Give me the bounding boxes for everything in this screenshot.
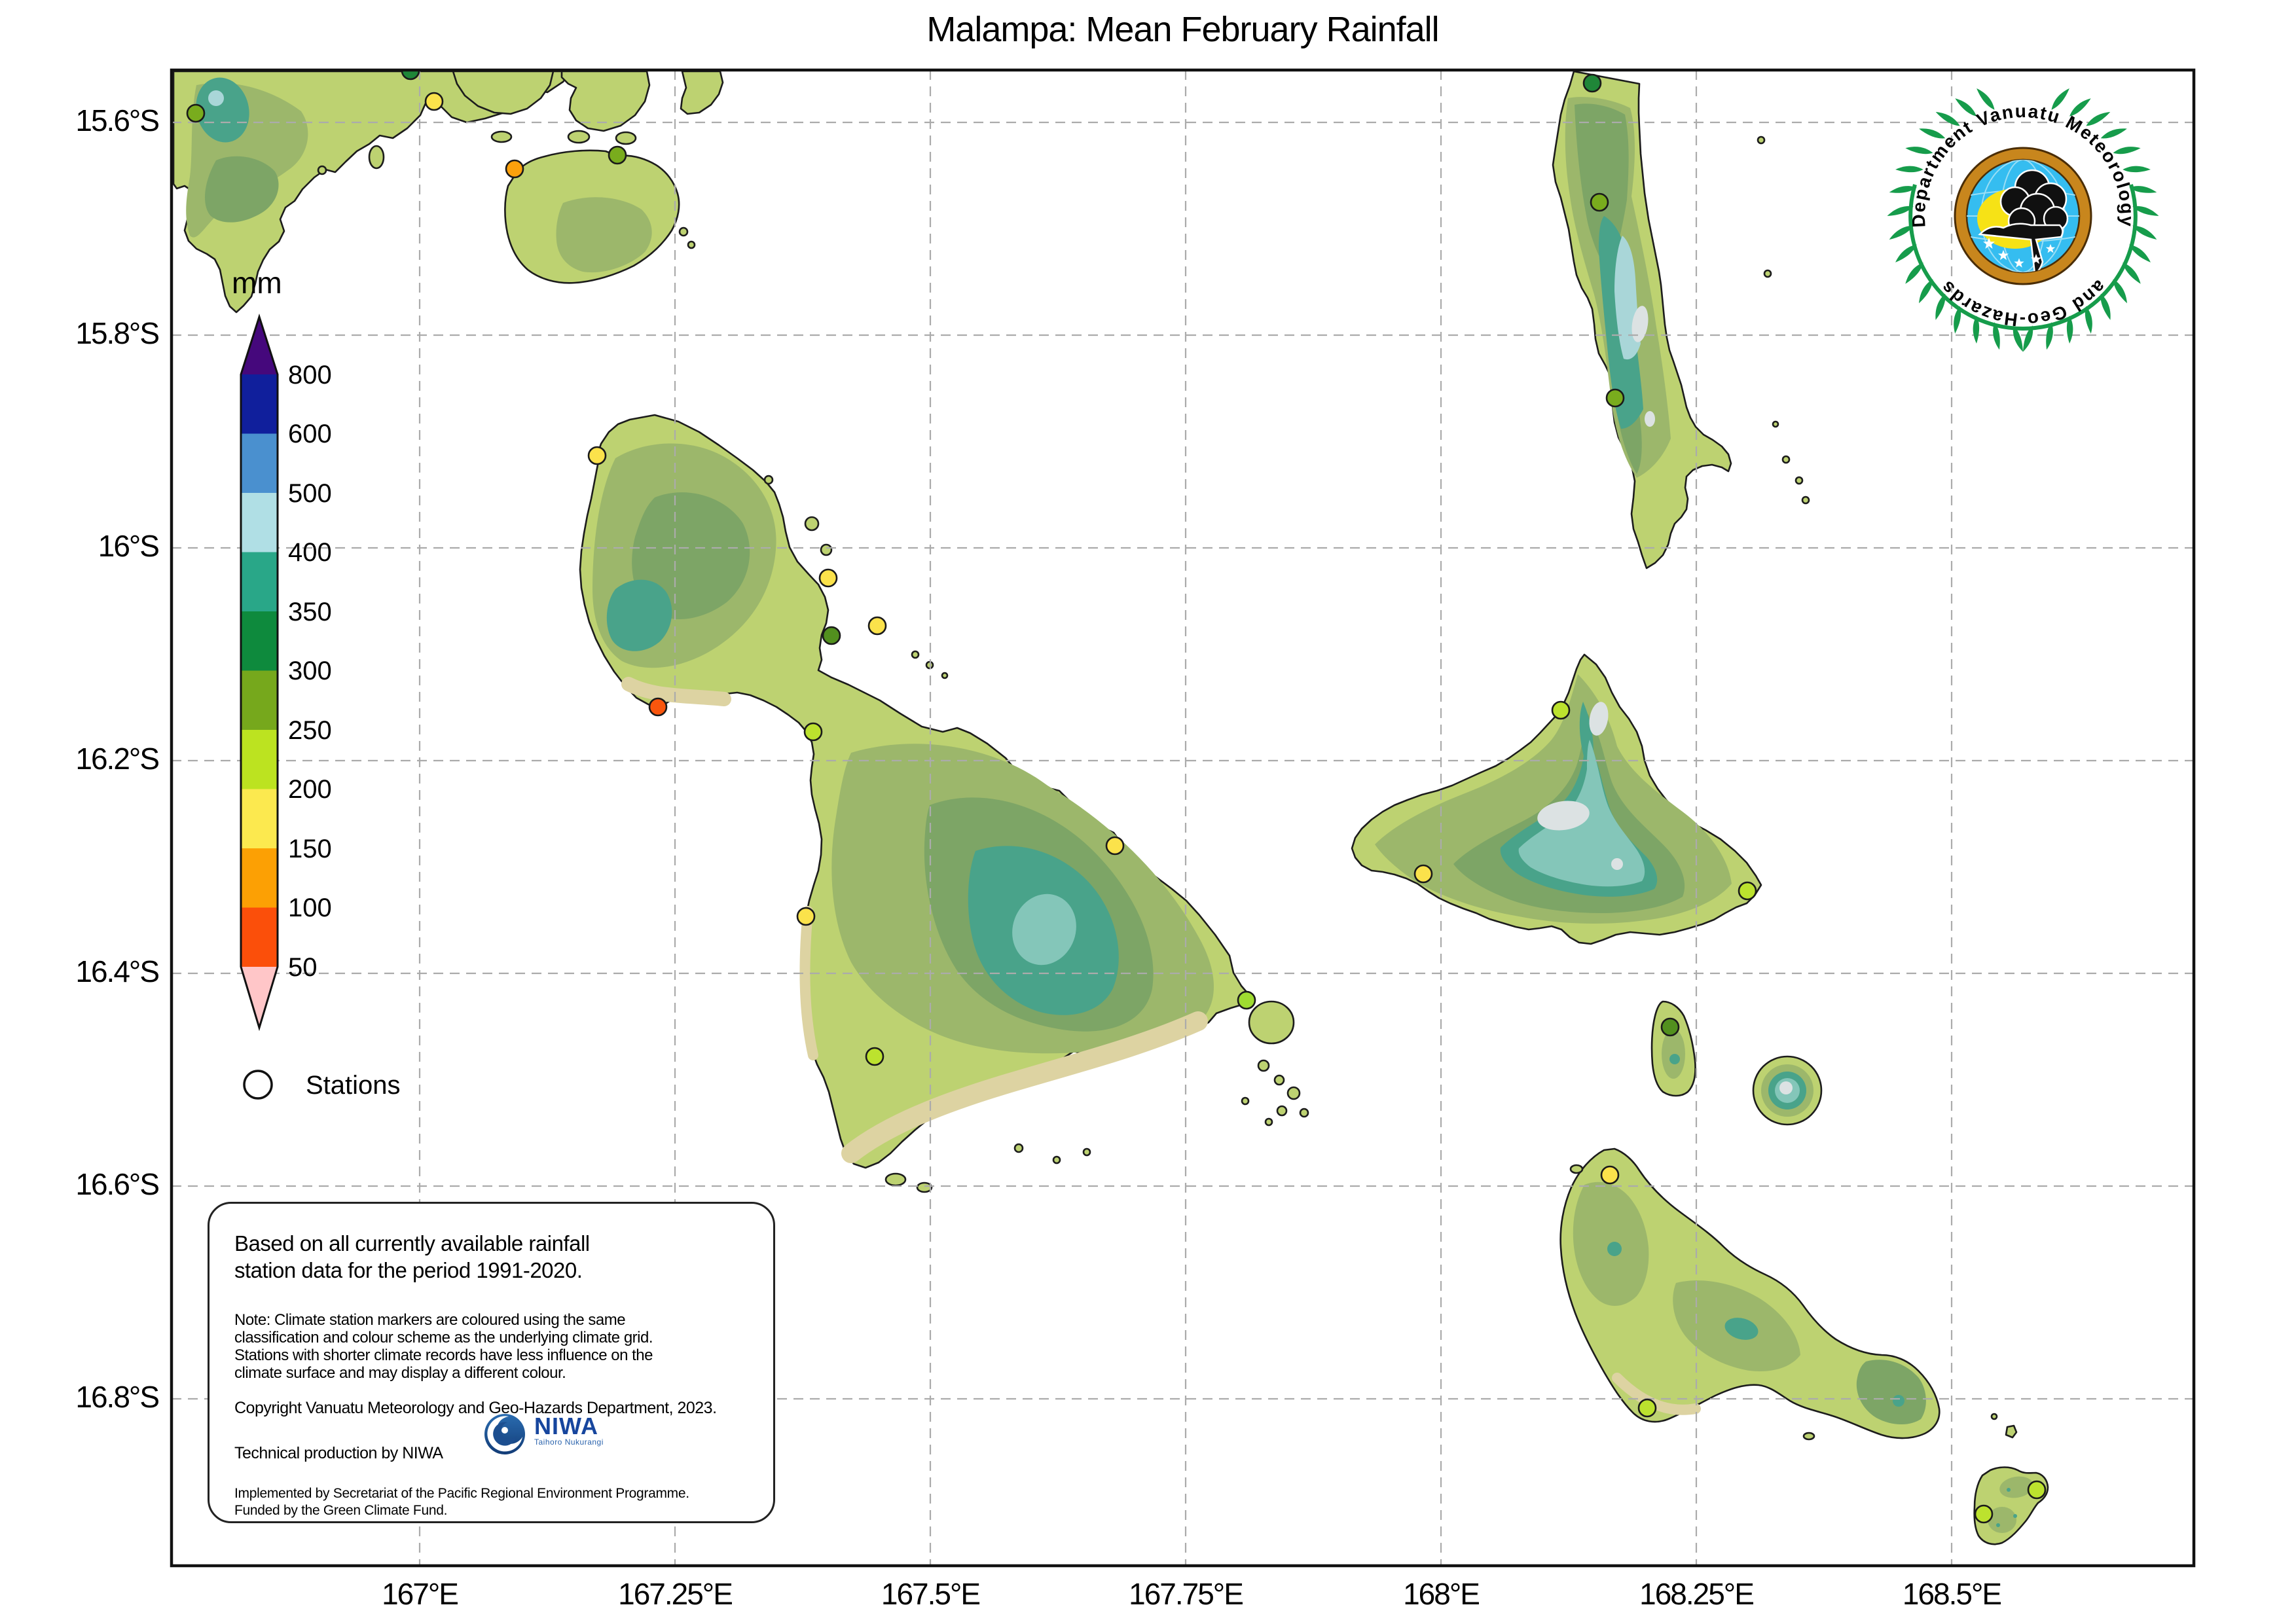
niwa-logo: NIWA Taihoro Nukurangi — [483, 1413, 640, 1458]
infobox-implementation: Implemented by Secretariat of the Pacifi… — [234, 1486, 689, 1518]
infobox-tech-credit: Technical production by NIWA — [234, 1444, 443, 1462]
svg-text:100: 100 — [288, 893, 332, 922]
station-marker — [186, 103, 206, 123]
niwa-tagline: Taihoro Nukurangi — [534, 1437, 604, 1447]
svg-text:500: 500 — [288, 479, 332, 508]
lon-tick-label: 167°E — [382, 1577, 459, 1611]
lat-tick-label: 16.4°S — [75, 954, 160, 988]
station-marker — [1413, 864, 1433, 884]
station-marker — [2027, 1480, 2047, 1500]
colorbar-band — [241, 374, 278, 434]
island-ambrym — [1351, 653, 1762, 945]
island-santo-coast — [172, 70, 572, 314]
stations-legend-label: Stations — [306, 1071, 401, 1100]
lat-tick-label: 16.8°S — [75, 1380, 160, 1414]
colorbar-band — [241, 552, 278, 611]
colorbar-band — [241, 789, 278, 848]
station-marker — [1600, 1165, 1620, 1185]
station-marker — [803, 722, 823, 742]
lat-tick-label: 15.8°S — [75, 316, 160, 350]
station-marker — [1660, 1017, 1680, 1037]
station-marker — [1590, 192, 1609, 212]
station-marker — [1105, 836, 1125, 856]
info-box: Based on all currently available rainfal… — [208, 1202, 775, 1523]
stations-layer — [186, 70, 2047, 1524]
lon-tick-label: 168.25°E — [1639, 1577, 1755, 1611]
station-marker — [1637, 1398, 1657, 1418]
stations-legend: Stations — [243, 1070, 401, 1100]
station-marker — [865, 1047, 884, 1066]
laurel-wreath-icon — [1886, 86, 2160, 353]
colorbar-tick-labels: 800 600 500 400 350 300 250 200 150 100 … — [288, 361, 332, 982]
station-marker — [822, 626, 841, 645]
svg-text:150: 150 — [288, 835, 332, 863]
colorbar-outline — [240, 314, 279, 1032]
island-southeast — [1973, 1413, 2049, 1545]
lat-tick-label: 15.6°S — [75, 103, 160, 137]
station-marker — [1974, 1504, 1994, 1524]
svg-text:350: 350 — [288, 598, 332, 626]
svg-text:200: 200 — [288, 775, 332, 804]
lat-tick-label: 16°S — [98, 529, 160, 563]
station-marker — [818, 568, 838, 588]
station-marker — [648, 697, 668, 717]
station-marker — [608, 145, 627, 165]
lon-tick-label: 167.5°E — [881, 1577, 981, 1611]
islets-malekula — [763, 475, 1309, 1193]
station-marker — [796, 907, 816, 926]
colorbar: mm 800 600 500 400 350 300 250 200 150 1… — [232, 266, 332, 1032]
station-marker — [1582, 73, 1602, 93]
svg-text:800: 800 — [288, 361, 332, 389]
svg-text:250: 250 — [288, 716, 332, 745]
svg-text:400: 400 — [288, 538, 332, 567]
colorbar-band — [241, 611, 278, 671]
station-marker — [505, 159, 524, 179]
station-marker — [1605, 388, 1625, 408]
colorbar-band — [241, 433, 278, 493]
lon-tick-label: 168°E — [1403, 1577, 1480, 1611]
island-paama — [1650, 1000, 1696, 1097]
plot-frame — [170, 68, 2196, 1568]
lat-tick-label: 16.2°S — [75, 742, 160, 776]
infobox-copyright: Copyright Vanuatu Meteorology and Geo-Ha… — [234, 1399, 717, 1417]
station-legend-symbol — [243, 1070, 273, 1100]
storm-cloud-icon — [1978, 169, 2069, 272]
island-epi — [1559, 1147, 1941, 1441]
colorbar-unit-label: mm — [232, 266, 282, 300]
colorbar-band — [241, 730, 278, 789]
niwa-name: NIWA — [534, 1413, 598, 1439]
island-malo — [504, 149, 696, 284]
svg-text:600: 600 — [288, 420, 332, 448]
colorbar-arrow-top — [241, 317, 278, 374]
lon-tick-label: 167.75°E — [1129, 1577, 1244, 1611]
station-marker — [587, 446, 607, 465]
colorbar-band — [241, 493, 278, 552]
station-marker — [424, 92, 444, 111]
station-marker — [1551, 700, 1571, 720]
colorbar-band — [241, 670, 278, 730]
niwa-koru-icon — [484, 1414, 525, 1454]
lon-tick-label: 167.25°E — [618, 1577, 733, 1611]
colorbar-arrow-bottom — [241, 967, 278, 1028]
station-marker — [1237, 990, 1256, 1010]
infobox-note: Note: Climate station markers are colour… — [234, 1311, 653, 1382]
colorbar-band — [241, 848, 278, 908]
station-marker — [867, 616, 887, 636]
map-title: Malampa: Mean February Rainfall — [926, 10, 1439, 49]
lat-tick-label: 16.6°S — [75, 1167, 160, 1201]
lon-tick-label: 168.5°E — [1902, 1577, 2002, 1611]
svg-text:50: 50 — [288, 953, 318, 982]
island-malekula — [579, 414, 1250, 1169]
island-pentecost — [1552, 70, 1810, 569]
station-marker — [1738, 881, 1757, 901]
svg-text:300: 300 — [288, 657, 332, 685]
islands-aore-group — [317, 70, 724, 175]
island-lopevi — [1752, 1055, 1823, 1126]
infobox-heading: Based on all currently available rainfal… — [234, 1231, 590, 1282]
colorbar-band — [241, 907, 278, 967]
dept-logo: Department Vanuatu Meteorology and Geo-H… — [1886, 86, 2160, 353]
